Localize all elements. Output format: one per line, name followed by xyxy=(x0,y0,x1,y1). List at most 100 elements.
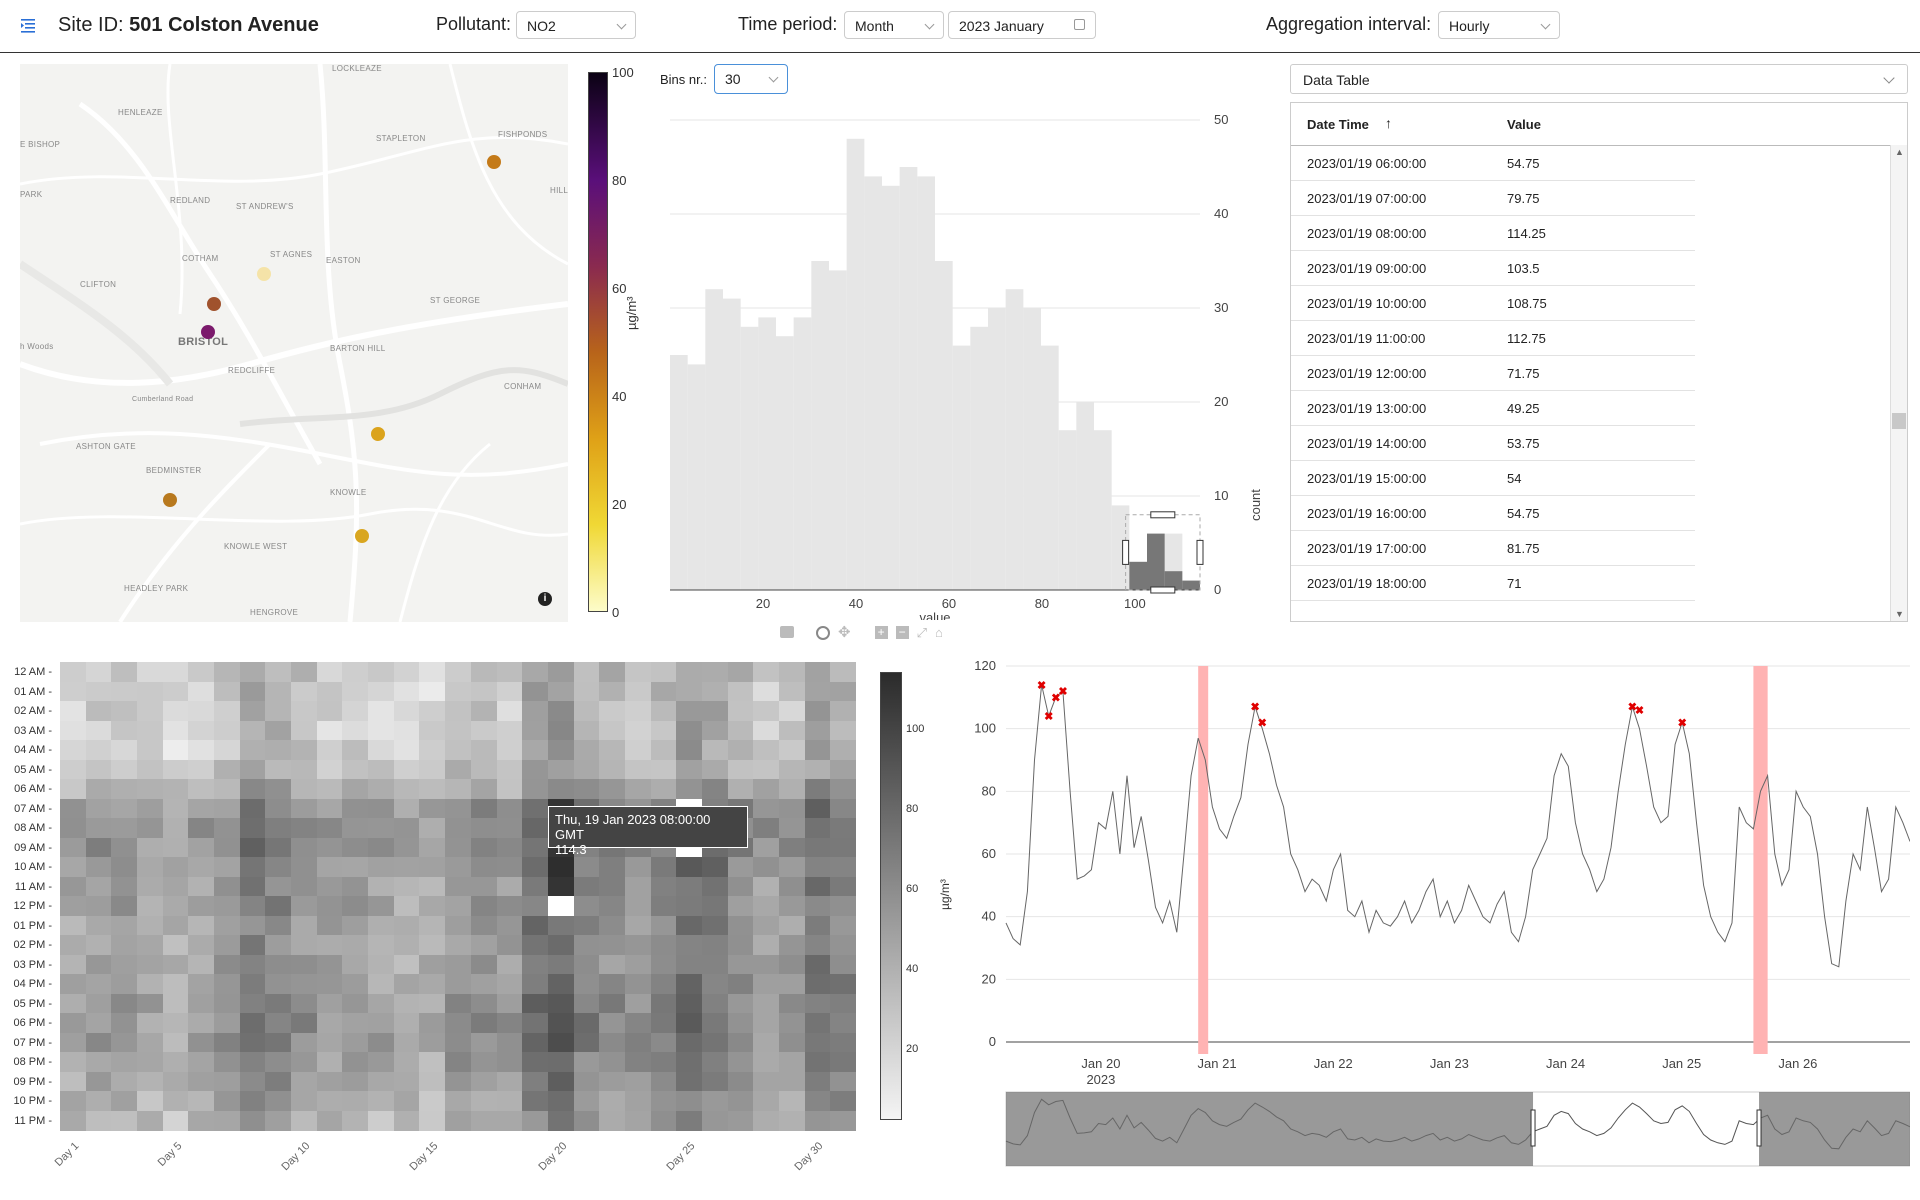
heatmap-cell[interactable] xyxy=(368,720,395,741)
heatmap-cell[interactable] xyxy=(85,915,112,936)
heatmap-cell[interactable] xyxy=(162,759,189,780)
heatmap-cell[interactable] xyxy=(111,935,138,955)
heatmap-cell[interactable] xyxy=(368,701,395,721)
heatmap-cell[interactable] xyxy=(778,935,806,955)
heatmap-cell[interactable] xyxy=(470,1110,497,1131)
heatmap-cell[interactable] xyxy=(162,1013,189,1033)
heatmap-cell[interactable] xyxy=(111,1091,138,1111)
outlier-marker[interactable]: ✖ xyxy=(1051,692,1060,704)
heatmap-cell[interactable] xyxy=(599,701,626,721)
zoom-icon[interactable] xyxy=(816,626,830,640)
heatmap-cell[interactable] xyxy=(599,1052,626,1072)
heatmap-cell[interactable] xyxy=(804,662,831,682)
table-row[interactable]: 2023/01/19 09:00:00 103.5 xyxy=(1291,250,1695,286)
heatmap-cell[interactable] xyxy=(111,681,138,702)
heatmap-cell[interactable] xyxy=(137,779,164,799)
table-row[interactable]: 2023/01/19 11:00:00 112.75 xyxy=(1291,320,1695,356)
scroll-up-icon[interactable]: ▲ xyxy=(1895,147,1904,157)
heatmap-cell[interactable] xyxy=(522,857,549,877)
heatmap-cell[interactable] xyxy=(188,1013,215,1033)
heatmap-cell[interactable] xyxy=(162,720,189,741)
table-row[interactable]: 2023/01/19 12:00:00 71.75 xyxy=(1291,355,1695,391)
heatmap-cell[interactable] xyxy=(547,1013,575,1033)
heatmap-cell[interactable] xyxy=(599,857,626,877)
heatmap-cell[interactable] xyxy=(214,701,241,721)
heatmap-cell[interactable] xyxy=(470,779,497,799)
heatmap-cell[interactable] xyxy=(804,1071,831,1092)
heatmap-cell[interactable] xyxy=(830,1110,857,1131)
heatmap-cell[interactable] xyxy=(547,1032,575,1053)
hist-bar[interactable] xyxy=(864,176,882,590)
heatmap-cell[interactable] xyxy=(778,954,806,975)
table-row[interactable]: 2023/01/19 14:00:00 53.75 xyxy=(1291,425,1695,461)
heatmap-cell[interactable] xyxy=(85,1110,112,1131)
heatmap-cell[interactable] xyxy=(214,662,241,682)
heatmap-cell[interactable] xyxy=(162,740,189,760)
heatmap-cell[interactable] xyxy=(291,837,318,858)
heatmap-cell[interactable] xyxy=(676,779,703,799)
heatmap-cell[interactable] xyxy=(162,779,189,799)
outlier-marker[interactable]: ✖ xyxy=(1044,711,1053,723)
heatmap-cell[interactable] xyxy=(624,740,652,760)
heatmap-cell[interactable] xyxy=(496,1091,523,1111)
heatmap-cell[interactable] xyxy=(804,857,831,877)
heatmap-cell[interactable] xyxy=(137,954,164,975)
heatmap-cell[interactable] xyxy=(393,740,420,760)
heatmap-cell[interactable] xyxy=(214,1110,241,1131)
heatmap-cell[interactable] xyxy=(342,935,369,955)
heatmap-cell[interactable] xyxy=(419,1091,446,1111)
heatmap-cell[interactable] xyxy=(239,993,266,1014)
zoom-out-icon[interactable]: − xyxy=(895,626,909,639)
heatmap-cell[interactable] xyxy=(496,876,523,897)
heatmap-cell[interactable] xyxy=(85,662,112,682)
heatmap-cell[interactable] xyxy=(342,1013,369,1033)
heatmap-cell[interactable] xyxy=(676,993,703,1014)
heatmap-cell[interactable] xyxy=(316,701,343,721)
heatmap-cell[interactable] xyxy=(522,681,549,702)
heatmap-cell[interactable] xyxy=(470,1032,497,1053)
heatmap-cell[interactable] xyxy=(599,681,626,702)
heatmap-cell[interactable] xyxy=(522,720,549,741)
hist-bar[interactable] xyxy=(740,326,759,590)
heatmap-cell[interactable] xyxy=(701,1032,729,1053)
heatmap-cell[interactable] xyxy=(599,876,626,897)
heatmap-cell[interactable] xyxy=(573,701,600,721)
outlier-marker[interactable]: ✖ xyxy=(1058,686,1067,698)
data-table-select[interactable]: Data Table xyxy=(1290,64,1908,94)
hist-bar[interactable] xyxy=(670,355,688,590)
heatmap-cell[interactable] xyxy=(496,1052,523,1072)
heatmap-cell[interactable] xyxy=(188,954,215,975)
heatmap-cell[interactable] xyxy=(547,935,575,955)
heatmap-cell[interactable] xyxy=(214,720,241,741)
heatmap-cell[interactable] xyxy=(727,1032,754,1053)
heatmap-cell[interactable] xyxy=(624,1032,652,1053)
heatmap-cell[interactable] xyxy=(393,779,420,799)
heatmap-cell[interactable] xyxy=(419,759,446,780)
heatmap-cell[interactable] xyxy=(393,915,420,936)
heatmap-cell[interactable] xyxy=(753,759,780,780)
heatmap-cell[interactable] xyxy=(111,857,138,877)
heatmap-cell[interactable] xyxy=(547,1052,575,1072)
heatmap-cell[interactable] xyxy=(727,954,754,975)
heatmap-cell[interactable] xyxy=(470,974,497,994)
heatmap-cell[interactable] xyxy=(727,759,754,780)
heatmap-cell[interactable] xyxy=(188,720,215,741)
timeseries-line[interactable] xyxy=(1005,684,1910,968)
heatmap-cell[interactable] xyxy=(111,837,138,858)
heatmap-cell[interactable] xyxy=(547,681,575,702)
heatmap-cell[interactable] xyxy=(368,837,395,858)
heatmap-cell[interactable] xyxy=(599,915,626,936)
heatmap-cell[interactable] xyxy=(804,1013,831,1033)
heatmap-cell[interactable] xyxy=(573,662,600,682)
heatmap-cell[interactable] xyxy=(522,759,549,780)
site-marker[interactable] xyxy=(163,493,177,507)
heatmap-cell[interactable] xyxy=(701,701,729,721)
heatmap-cell[interactable] xyxy=(265,954,292,975)
heatmap-cell[interactable] xyxy=(368,954,395,975)
heatmap-cell[interactable] xyxy=(137,974,164,994)
heatmap-cell[interactable] xyxy=(573,1110,600,1131)
heatmap-cell[interactable] xyxy=(393,1013,420,1033)
heatmap-cell[interactable] xyxy=(188,681,215,702)
hist-bar[interactable] xyxy=(952,345,971,590)
heatmap-cell[interactable] xyxy=(573,1091,600,1111)
